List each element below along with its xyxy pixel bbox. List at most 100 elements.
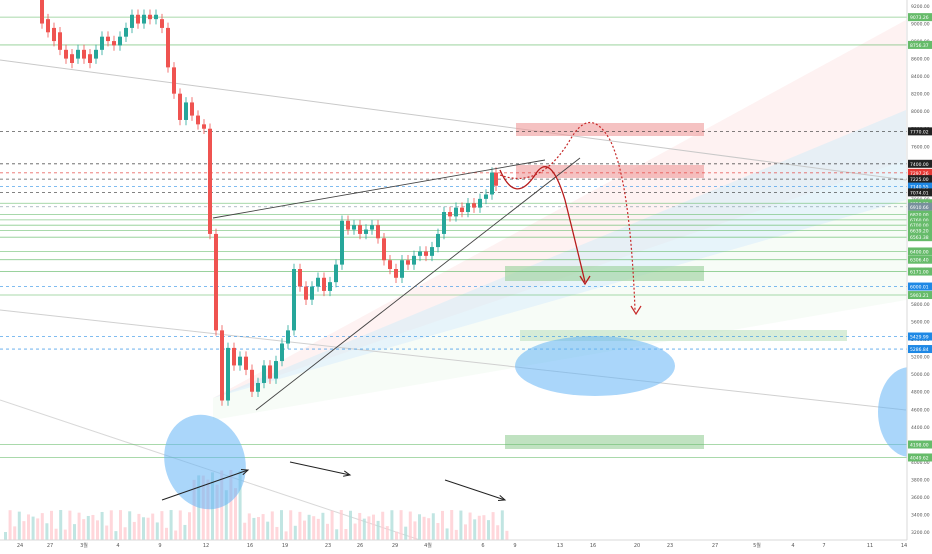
candle-body bbox=[88, 54, 92, 63]
candle-body bbox=[184, 102, 188, 120]
volume-bar bbox=[335, 529, 339, 540]
candle-body bbox=[394, 269, 398, 278]
price-level-tag bbox=[908, 182, 932, 191]
candle-body bbox=[166, 27, 170, 68]
price-level-label: 6820.00 bbox=[910, 213, 929, 219]
volume-bar bbox=[280, 510, 283, 540]
candle-body bbox=[358, 225, 362, 234]
volume-bar bbox=[119, 510, 122, 540]
price-level-tag bbox=[908, 345, 932, 354]
price-level-tag bbox=[908, 267, 932, 276]
volume-bar bbox=[293, 525, 297, 540]
candle-body bbox=[370, 225, 374, 230]
target-ellipse bbox=[515, 336, 675, 396]
price-level-tag bbox=[908, 175, 932, 184]
price-level-tag bbox=[908, 291, 932, 300]
price-level-label: 6910.66 bbox=[910, 205, 929, 211]
volume-bar bbox=[4, 532, 7, 540]
price-tick-label: 8400.00 bbox=[911, 74, 930, 80]
support-trendline bbox=[255, 157, 581, 411]
price-level-label: 7297.26 bbox=[910, 171, 929, 177]
volume-bar bbox=[197, 475, 201, 540]
volume-bar bbox=[381, 511, 385, 540]
volume-bar bbox=[487, 520, 490, 540]
price-level-tag bbox=[908, 440, 932, 449]
volume-bar bbox=[399, 510, 403, 540]
candle-body bbox=[346, 220, 350, 230]
time-tick-label: 26 bbox=[357, 543, 363, 549]
candle-body bbox=[142, 14, 146, 24]
volume-bar bbox=[36, 518, 40, 540]
projection-dotted-path bbox=[499, 122, 636, 311]
volume-bar bbox=[266, 521, 270, 540]
price-tick-label: 5200.00 bbox=[911, 355, 930, 361]
candle-body bbox=[226, 347, 230, 401]
time-tick-label: 4 bbox=[116, 543, 119, 549]
time-tick-label: 4월 bbox=[424, 542, 432, 549]
candle-body bbox=[58, 32, 62, 50]
price-level-label: 7400.00 bbox=[910, 162, 929, 168]
upper-channel-band bbox=[213, 20, 906, 398]
candle-body bbox=[112, 41, 116, 46]
volume-bar bbox=[413, 521, 417, 540]
volume-bar bbox=[109, 510, 113, 540]
price-level-tag bbox=[908, 13, 932, 22]
volume-bar bbox=[349, 510, 352, 540]
time-tick-label: 13 bbox=[557, 543, 563, 549]
annotation-arrowhead bbox=[240, 469, 250, 476]
price-level-label: 6760.00 bbox=[910, 218, 929, 224]
candle-body bbox=[238, 356, 242, 366]
middle-channel-band bbox=[213, 110, 906, 398]
price-level-tag bbox=[908, 202, 932, 211]
candle-body bbox=[82, 49, 86, 59]
volume-bar bbox=[385, 526, 389, 540]
annotation-arrowhead bbox=[497, 494, 507, 502]
price-level-label: 6639.20 bbox=[910, 229, 929, 235]
volume-bar bbox=[77, 512, 81, 540]
volume-bar bbox=[31, 516, 35, 540]
trend-line bbox=[0, 59, 907, 181]
candle-body bbox=[424, 251, 428, 256]
price-level-tag bbox=[908, 159, 932, 168]
candle-body bbox=[406, 260, 410, 265]
candle-body bbox=[328, 282, 332, 291]
volume-bar bbox=[496, 525, 500, 540]
candle-body bbox=[64, 49, 68, 59]
volume-bar bbox=[436, 523, 440, 540]
target-ellipse bbox=[164, 414, 246, 510]
volume-bar bbox=[427, 518, 431, 540]
candle-body bbox=[484, 194, 488, 199]
volume-bar bbox=[395, 531, 398, 540]
volume-bar bbox=[284, 531, 288, 540]
annotation-arrowhead bbox=[343, 470, 352, 477]
price-level-label: 6171.00 bbox=[910, 270, 929, 276]
price-level-tag bbox=[908, 453, 932, 462]
volume-bar bbox=[261, 514, 265, 540]
price-level-label: 7140.55 bbox=[910, 185, 929, 191]
volume-bar bbox=[169, 510, 173, 540]
volume-bar bbox=[491, 512, 495, 540]
volume-bar bbox=[114, 531, 118, 540]
price-level-label: 6306.40 bbox=[910, 258, 929, 264]
time-tick-label: 27 bbox=[712, 543, 718, 549]
candle-body bbox=[412, 255, 416, 265]
candle-body bbox=[202, 124, 206, 129]
price-level-label: 7074.01 bbox=[910, 190, 929, 196]
volume-bar bbox=[326, 523, 329, 540]
volume-bar bbox=[224, 490, 228, 540]
price-level-tag bbox=[908, 282, 932, 291]
time-tick-label: 12 bbox=[203, 543, 209, 549]
volume-bar bbox=[91, 514, 95, 540]
volume-bar bbox=[27, 514, 30, 540]
volume-bar bbox=[243, 522, 247, 540]
volume-bar bbox=[450, 510, 454, 540]
volume-bar bbox=[441, 510, 444, 540]
price-level-tag bbox=[908, 255, 932, 264]
volume-bar bbox=[505, 530, 509, 540]
price-level-tag bbox=[908, 127, 932, 136]
price-tick-label: 4800.00 bbox=[911, 390, 930, 396]
time-tick-label: 7 bbox=[822, 543, 825, 549]
candle-body bbox=[292, 269, 296, 331]
